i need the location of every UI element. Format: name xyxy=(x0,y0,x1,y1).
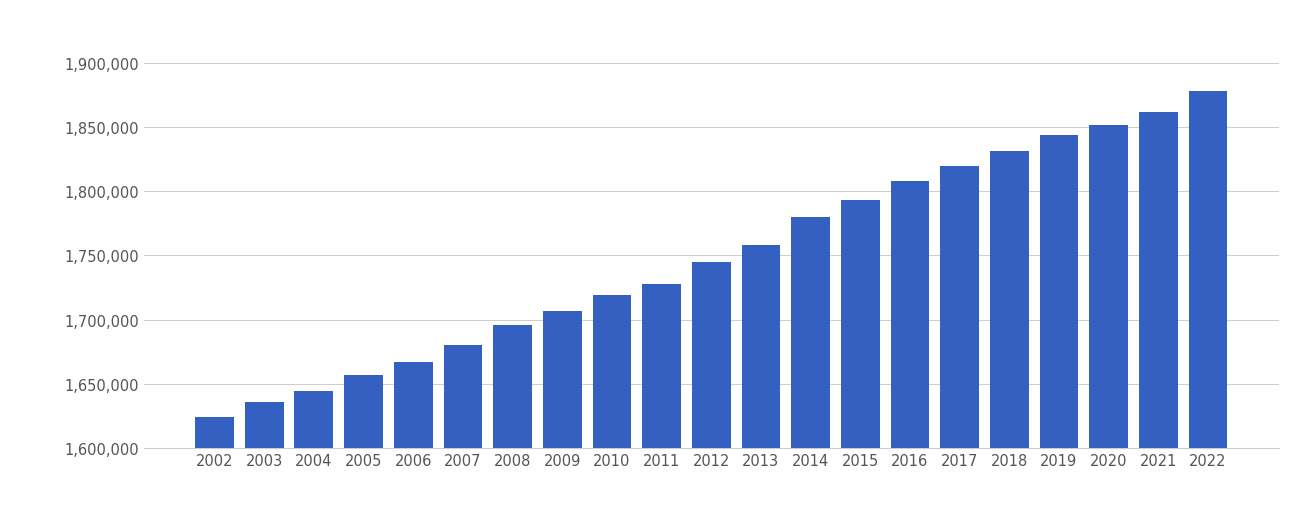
Bar xyxy=(791,217,830,509)
Bar xyxy=(1139,112,1177,509)
Bar xyxy=(1189,92,1227,509)
Bar xyxy=(394,362,432,509)
Bar xyxy=(1040,135,1078,509)
Bar xyxy=(890,182,929,509)
Bar xyxy=(840,201,880,509)
Bar xyxy=(444,346,483,509)
Bar xyxy=(990,152,1028,509)
Bar xyxy=(1090,125,1128,509)
Bar xyxy=(345,375,382,509)
Bar xyxy=(295,391,333,509)
Bar xyxy=(642,284,681,509)
Bar xyxy=(940,166,979,509)
Bar xyxy=(592,296,632,509)
Bar xyxy=(543,311,582,509)
Bar xyxy=(245,402,283,509)
Bar xyxy=(493,325,532,509)
Bar xyxy=(196,417,234,509)
Bar xyxy=(741,246,780,509)
Bar xyxy=(692,262,731,509)
